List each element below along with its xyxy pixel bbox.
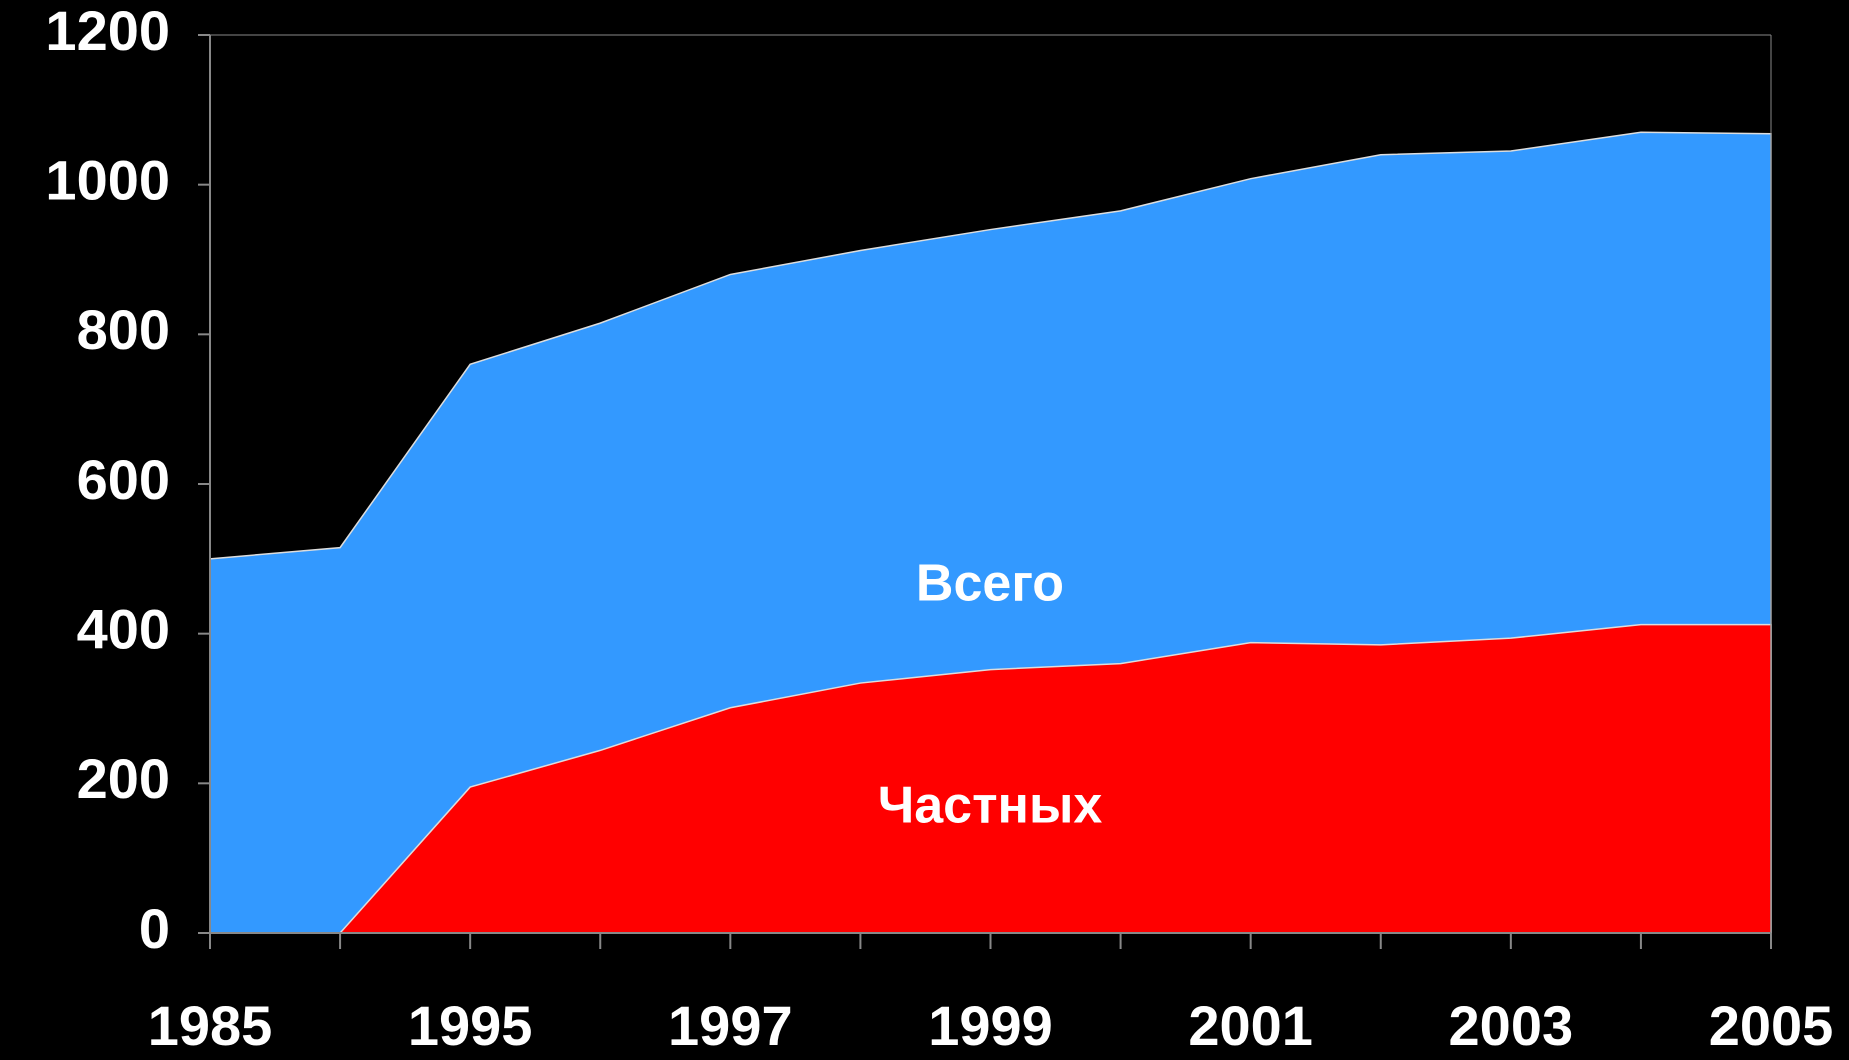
y-tick-label: 800	[77, 298, 170, 361]
series-label: Частных	[878, 777, 1103, 835]
y-tick-label: 1000	[45, 148, 170, 211]
y-tick-label: 600	[77, 448, 170, 511]
x-tick-label: 2003	[1449, 994, 1574, 1057]
y-tick-label: 0	[139, 897, 170, 960]
y-tick-label: 400	[77, 597, 170, 660]
x-tick-label: 1999	[928, 994, 1053, 1057]
x-tick-label: 1995	[408, 994, 533, 1057]
x-tick-label: 2001	[1188, 994, 1313, 1057]
x-tick-label: 1985	[148, 994, 273, 1057]
area	[338, 623, 1772, 934]
y-tick-label: 1200	[45, 0, 170, 62]
y-tick-label: 200	[77, 747, 170, 810]
x-tick-label: 1997	[668, 994, 793, 1057]
x-tick-label: 2005	[1709, 994, 1834, 1057]
series-label: Всего	[916, 555, 1064, 613]
